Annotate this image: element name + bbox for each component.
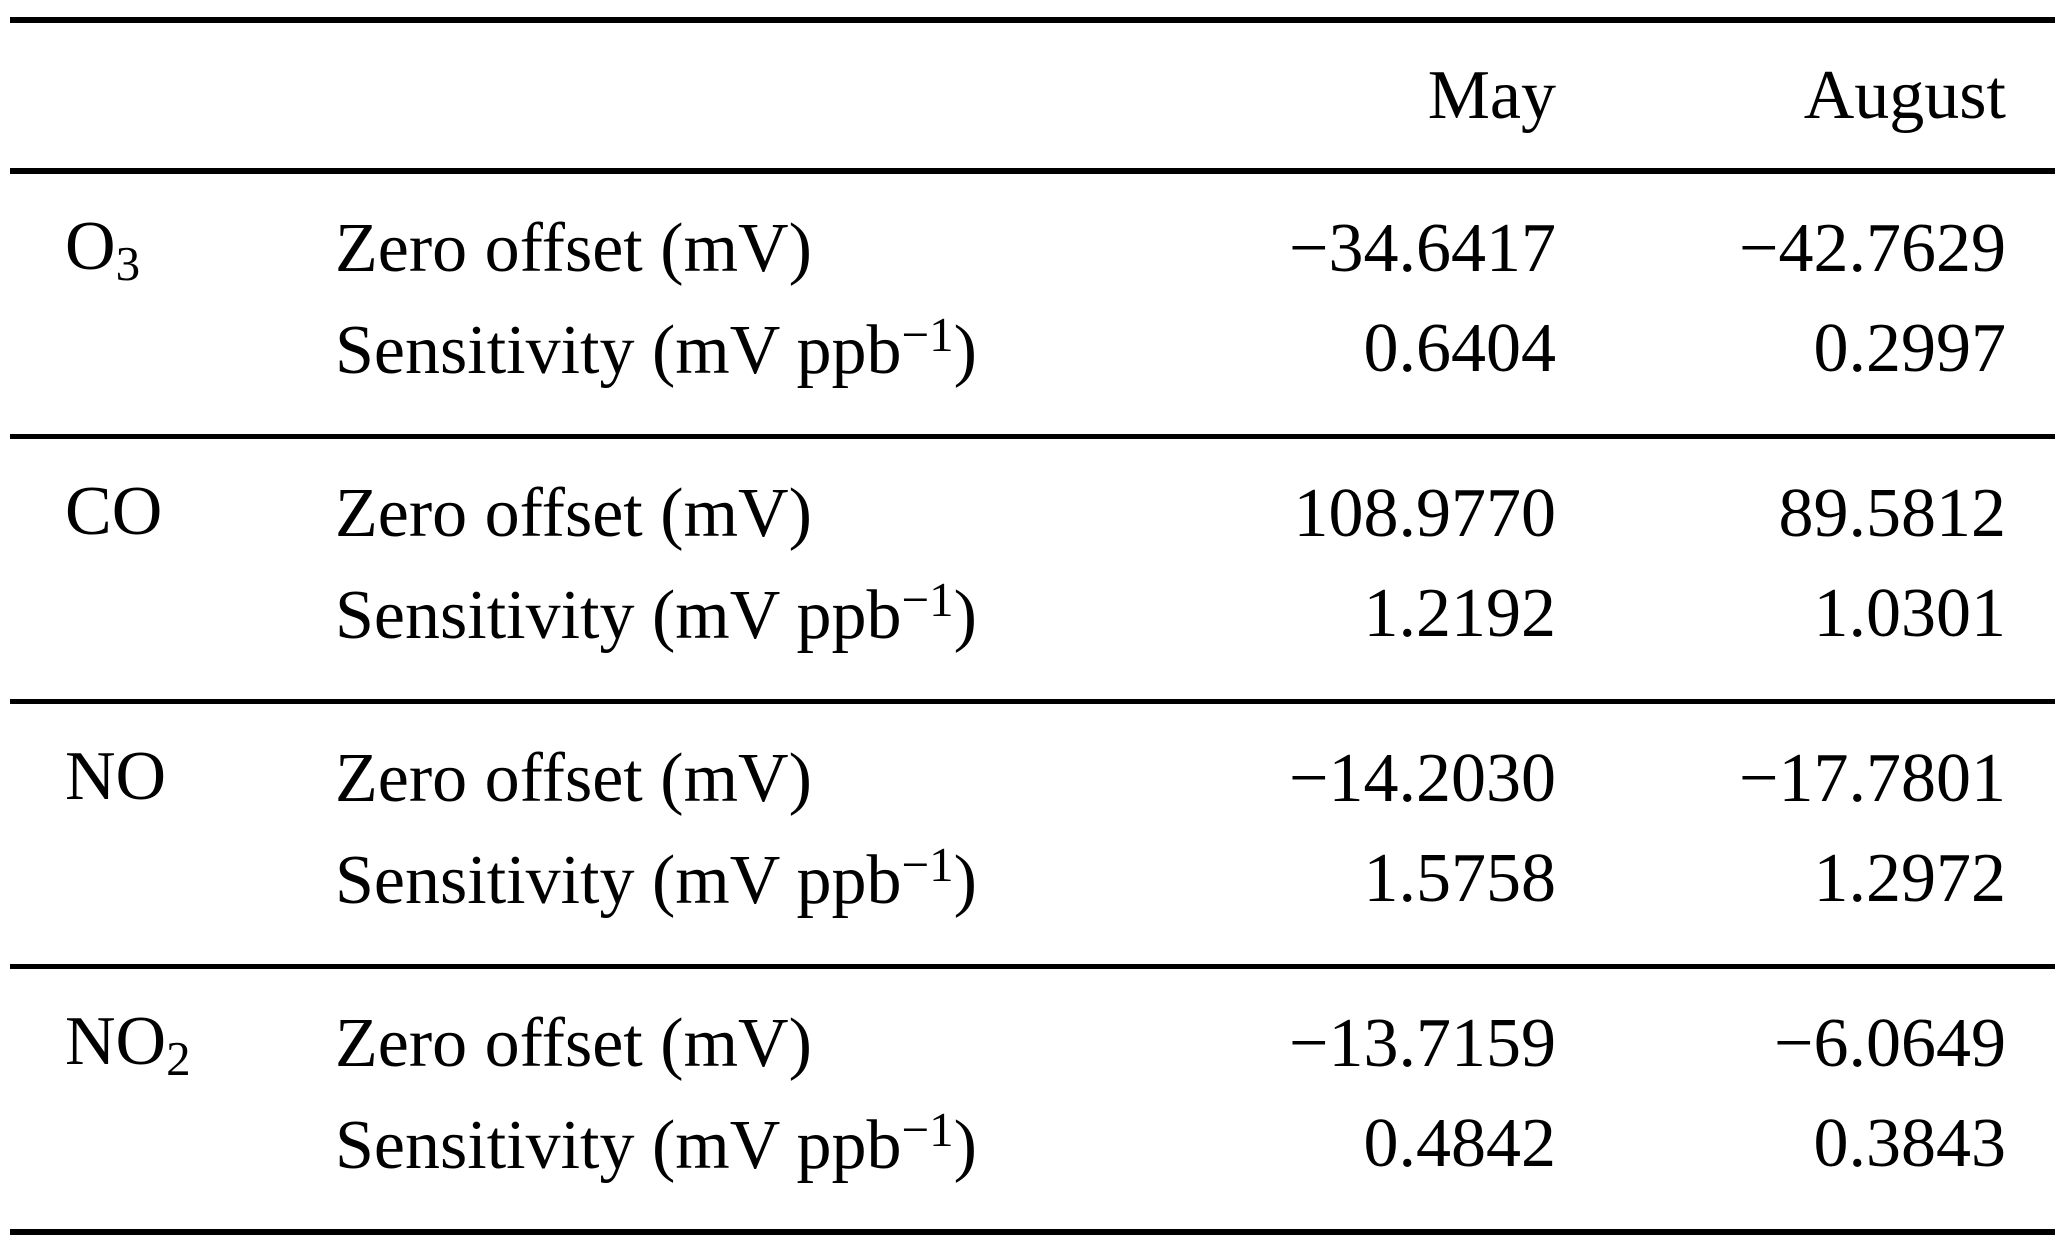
sensitivity-label-post: ) (953, 577, 977, 655)
sensitivity-label-post: ) (953, 842, 977, 920)
value-august: 0.2997 (1813, 310, 2007, 387)
value-august: 1.0301 (1813, 575, 2007, 652)
table-rule-section (10, 699, 2055, 704)
species-subscript: 3 (115, 235, 141, 291)
value-august: 0.3843 (1813, 1105, 2007, 1182)
row-label-sensitivity: Sensitivity (mV ppb−1) (335, 1101, 1206, 1186)
column-header-may: May (1427, 56, 1556, 134)
value-may: 0.6404 (1363, 310, 1557, 387)
sensitivity-superscript: −1 (901, 307, 954, 363)
table-rule-section (10, 964, 2055, 969)
value-may: 108.9770 (1293, 475, 1557, 552)
value-may: 0.4842 (1363, 1105, 1557, 1182)
row-label-zero-offset: Zero offset (mV) (335, 475, 812, 552)
value-may: 1.5758 (1363, 840, 1557, 917)
value-august: 89.5812 (1778, 475, 2007, 552)
sensitivity-label-post: ) (953, 1107, 977, 1185)
table-row: Sensitivity (mV ppb−1) 1.2192 1.0301 (10, 564, 2055, 664)
section-o3: O3 Zero offset (mV) −34.6417 −42.7629 Se… (10, 174, 2055, 434)
value-august: −17.7801 (1739, 740, 2006, 817)
species-main: NO (65, 737, 167, 815)
species-label: NO2 (10, 1002, 335, 1087)
table-row: Sensitivity (mV ppb−1) 0.6404 0.2997 (10, 299, 2055, 399)
value-august: 1.2972 (1813, 840, 2007, 917)
species-label: CO (10, 472, 335, 557)
column-header-august: August (1803, 56, 2006, 134)
table-row: NO Zero offset (mV) −14.2030 −17.7801 (10, 729, 2055, 829)
row-label-sensitivity: Sensitivity (mV ppb−1) (335, 571, 1206, 656)
table-row: Sensitivity (mV ppb−1) 1.5758 1.2972 (10, 829, 2055, 929)
table-rule-section (10, 434, 2055, 439)
value-may: −34.6417 (1289, 210, 1556, 287)
value-august: −6.0649 (1774, 1005, 2006, 1082)
sensitivity-superscript: −1 (901, 1102, 954, 1158)
row-label-zero-offset: Zero offset (mV) (335, 210, 812, 287)
row-label-sensitivity: Sensitivity (mV ppb−1) (335, 836, 1206, 921)
value-may: −13.7159 (1289, 1005, 1556, 1082)
table-row: O3 Zero offset (mV) −34.6417 −42.7629 (10, 199, 2055, 299)
species-label: O3 (10, 207, 335, 292)
row-label-zero-offset: Zero offset (mV) (335, 740, 812, 817)
table-rule-top (10, 17, 2055, 23)
section-no2: NO2 Zero offset (mV) −13.7159 −6.0649 Se… (10, 969, 2055, 1229)
section-no: NO Zero offset (mV) −14.2030 −17.7801 Se… (10, 704, 2055, 964)
sensitivity-label-pre: Sensitivity (mV ppb (335, 1107, 902, 1185)
species-main: O (65, 207, 116, 285)
table-row: CO Zero offset (mV) 108.9770 89.5812 (10, 464, 2055, 564)
calibration-table: May August O3 Zero offset (mV) −34.6417 … (10, 17, 2055, 1235)
value-may: −14.2030 (1289, 740, 1556, 817)
section-co: CO Zero offset (mV) 108.9770 89.5812 Sen… (10, 439, 2055, 699)
table-rule-bottom (10, 1229, 2055, 1235)
sensitivity-label-pre: Sensitivity (mV ppb (335, 842, 902, 920)
species-main: NO (65, 1002, 167, 1080)
sensitivity-superscript: −1 (901, 837, 954, 893)
table-rule-header (10, 168, 2055, 174)
row-label-zero-offset: Zero offset (mV) (335, 1005, 812, 1082)
species-label: NO (10, 737, 335, 822)
table-row: NO2 Zero offset (mV) −13.7159 −6.0649 (10, 994, 2055, 1094)
sensitivity-label-pre: Sensitivity (mV ppb (335, 312, 902, 390)
species-main: CO (65, 472, 163, 550)
sensitivity-label-pre: Sensitivity (mV ppb (335, 577, 902, 655)
value-may: 1.2192 (1363, 575, 1557, 652)
sensitivity-superscript: −1 (901, 572, 954, 628)
row-label-sensitivity: Sensitivity (mV ppb−1) (335, 306, 1206, 391)
table-row: Sensitivity (mV ppb−1) 0.4842 0.3843 (10, 1094, 2055, 1194)
value-august: −42.7629 (1739, 210, 2006, 287)
table-header-row: May August (10, 23, 2055, 168)
species-subscript: 2 (166, 1030, 191, 1086)
sensitivity-label-post: ) (953, 312, 977, 390)
